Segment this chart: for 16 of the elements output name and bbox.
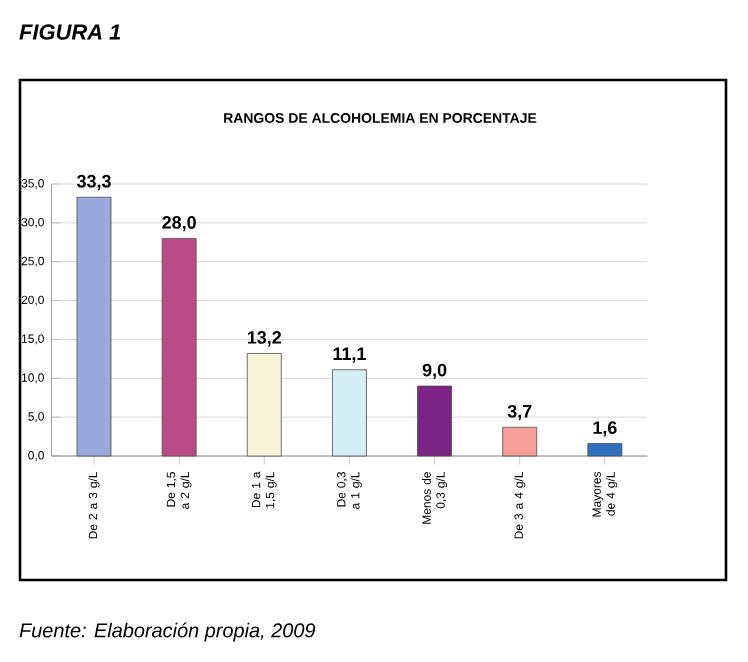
text: FIGURA 1: [19, 24, 121, 40]
bar: [587, 443, 623, 457]
data-label: 3,7: [507, 404, 532, 421]
data-label: 11,1: [333, 347, 366, 363]
bar: [417, 385, 452, 457]
bar: [246, 353, 282, 457]
data-label: 1,6: [593, 421, 617, 437]
bar: [332, 369, 367, 457]
data-label: 9,0: [422, 363, 447, 380]
source-note: Fuente: Elaboración propia, 2009: [19, 622, 316, 642]
bar: [76, 196, 112, 457]
bar: [502, 426, 538, 457]
data-label: 13,2: [247, 331, 282, 347]
data-label: 33,3: [76, 174, 111, 191]
bar: [161, 238, 197, 457]
data-label: 28,0: [162, 216, 196, 232]
